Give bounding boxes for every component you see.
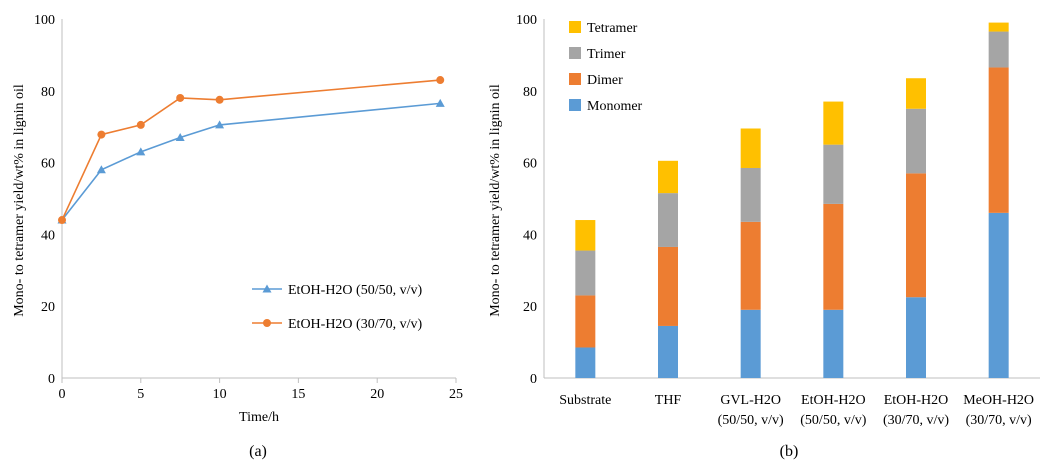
bar-segment-b: [740, 309, 761, 378]
y-axis-title-b: Mono- to tetramer yield/wt% in lignin oi…: [488, 84, 503, 317]
legend-swatch-b: [569, 73, 581, 85]
bar-segment-b: [740, 221, 761, 310]
x-category-label-b: GVL-H2O: [720, 393, 781, 408]
x-tick-label-a: 5: [137, 387, 144, 402]
panel-label-a: (a): [249, 443, 267, 460]
x-tick-label-a: 15: [291, 387, 305, 402]
data-point-a: [136, 147, 146, 156]
bar-segment-b: [906, 78, 926, 109]
y-tick-label-b: 40: [523, 228, 537, 243]
data-point-a: [215, 95, 224, 104]
y-axis-title-a: Mono- to tetramer yield/wt% in lignin oi…: [12, 84, 27, 317]
bar-segment-b: [658, 160, 678, 194]
data-point-a: [97, 130, 106, 139]
bar-segment-b: [823, 309, 844, 378]
legend-label-b: Monomer: [587, 99, 643, 114]
data-point-a: [176, 93, 185, 102]
y-tick-label-a: 0: [48, 372, 55, 387]
panel-b: 0 20 40 60 80 100 Substrate THF GVL-H2O (50/50, v…: [488, 13, 1040, 460]
bar-segment-b: [823, 203, 844, 310]
x-category-label-b: (50/50, v/v): [718, 413, 784, 428]
x-category-label-b: (30/70, v/v): [966, 413, 1032, 428]
data-point-a: [136, 120, 145, 129]
bar-segment-b: [906, 173, 926, 298]
x-category-label-b: (30/70, v/v): [883, 413, 949, 428]
y-tick-label-a: 100: [34, 13, 55, 28]
legend-marker-a: [263, 319, 271, 327]
y-tick-label-b: 60: [523, 157, 537, 172]
x-tick-label-a: 0: [59, 387, 66, 402]
bar-segment-b: [988, 22, 1009, 32]
data-point-a: [96, 165, 106, 174]
x-tick-label-a: 10: [213, 387, 227, 402]
bar-segment-b: [658, 325, 678, 378]
legend-a: EtOH-H2O (50/50, v/v) EtOH-H2O (30/70, v/…: [252, 283, 422, 332]
legend-label-a: EtOH-H2O (30/70, v/v): [288, 317, 422, 332]
x-category-label-b: THF: [655, 393, 682, 408]
y-tick-label-a: 80: [41, 85, 55, 100]
legend-label-b: Trimer: [587, 47, 626, 62]
y-tick-label-b: 0: [530, 372, 537, 387]
bar-segment-b: [823, 101, 844, 145]
bar-segment-b: [906, 297, 926, 378]
x-category-label-b: Substrate: [559, 393, 611, 408]
legend-swatch-b: [569, 47, 581, 59]
legend-label-a: EtOH-H2O (50/50, v/v): [288, 283, 422, 298]
bar-segment-b: [906, 108, 926, 174]
bar-segment-b: [740, 167, 761, 222]
legend-label-b: Tetramer: [587, 21, 638, 36]
data-point-a: [436, 76, 445, 85]
data-point-a: [58, 216, 66, 225]
x-category-label-b: EtOH-H2O: [801, 393, 866, 408]
y-tick-label-b: 100: [516, 13, 537, 28]
x-tick-label-a: 20: [370, 387, 384, 402]
bar-segment-b: [575, 250, 596, 296]
bar-segment-b: [823, 144, 844, 204]
y-tick-label-a: 20: [41, 300, 55, 315]
x-axis-title-a: Time/h: [239, 410, 279, 425]
bar-segment-b: [988, 67, 1009, 213]
legend-b: Tetramer Trimer Dimer Monomer: [569, 21, 643, 114]
bar-segment-b: [575, 295, 596, 348]
x-category-label-b: MeOH-H2O: [963, 393, 1034, 408]
bar-segment-b: [740, 128, 761, 168]
data-point-a: [215, 120, 225, 129]
x-tick-label-a: 25: [449, 387, 463, 402]
data-point-a: [175, 132, 185, 141]
data-point-a: [435, 98, 445, 107]
bar-segment-b: [575, 220, 596, 251]
legend-swatch-b: [569, 99, 581, 111]
legend-swatch-b: [569, 21, 581, 33]
bar-segment-b: [658, 193, 678, 247]
panel-a: 0 20 40 60 80 100 0 5 10 15 20 25 Time/h Mono- to tet…: [12, 13, 463, 460]
legend-marker-a: [262, 284, 272, 293]
bar-segment-b: [988, 31, 1009, 68]
y-tick-label-a: 40: [41, 228, 55, 243]
bar-segment-b: [658, 246, 678, 326]
panel-label-b: (b): [780, 443, 799, 460]
bar-segment-b: [575, 347, 596, 378]
legend-label-b: Dimer: [587, 73, 623, 88]
y-tick-label-b: 80: [523, 85, 537, 100]
bar-segment-b: [988, 212, 1009, 378]
series-line-a: [61, 79, 441, 221]
series-line-a: [61, 102, 441, 221]
y-tick-label-a: 60: [41, 157, 55, 172]
y-tick-label-b: 20: [523, 300, 537, 315]
x-category-label-b: EtOH-H2O: [884, 393, 949, 408]
x-category-label-b: (50/50, v/v): [800, 413, 866, 428]
